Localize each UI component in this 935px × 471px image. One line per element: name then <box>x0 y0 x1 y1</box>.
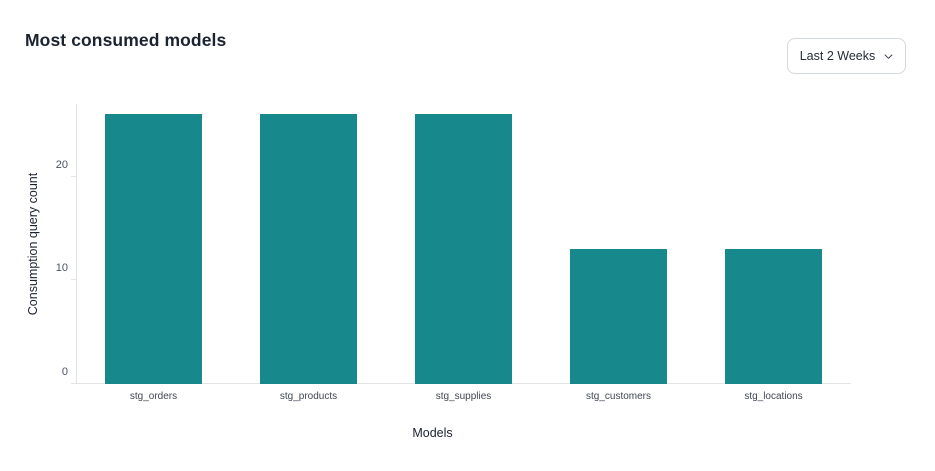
x-axis-tick-label: stg_customers <box>585 391 652 402</box>
bar[interactable] <box>570 249 667 384</box>
x-axis-tick-label: stg_supplies <box>435 391 492 402</box>
y-axis-tick-mark <box>71 279 76 281</box>
bar[interactable] <box>725 249 822 384</box>
y-axis-tick-label: 0 <box>61 366 68 378</box>
x-axis-tick-label: stg_locations <box>744 391 803 402</box>
bar[interactable] <box>415 114 512 384</box>
y-axis-tick-mark <box>71 383 76 384</box>
x-axis-tick-label: stg_products <box>279 391 338 402</box>
y-axis-tick-label: 10 <box>55 262 68 275</box>
time-range-dropdown-label: Last 2 Weeks <box>799 49 876 63</box>
y-axis-tick-label: 20 <box>55 158 68 171</box>
panel-header: Most consumed models Last 2 Weeks <box>0 0 935 95</box>
x-axis-title: Models <box>412 426 453 440</box>
bar[interactable] <box>260 114 357 384</box>
y-axis-title: Consumption query count <box>26 172 41 316</box>
x-axis-tick-label: stg_orders <box>129 391 178 402</box>
time-range-dropdown[interactable]: Last 2 Weeks <box>787 38 906 74</box>
y-axis-tick-mark <box>71 175 76 177</box>
bar[interactable] <box>105 114 202 384</box>
chevron-down-icon <box>884 52 893 61</box>
page-title: Most consumed models <box>25 30 227 50</box>
plot-area: 0 10 20 stg_orders stg_products stg_supplies s… <box>56 104 851 402</box>
y-axis-line <box>76 104 77 384</box>
